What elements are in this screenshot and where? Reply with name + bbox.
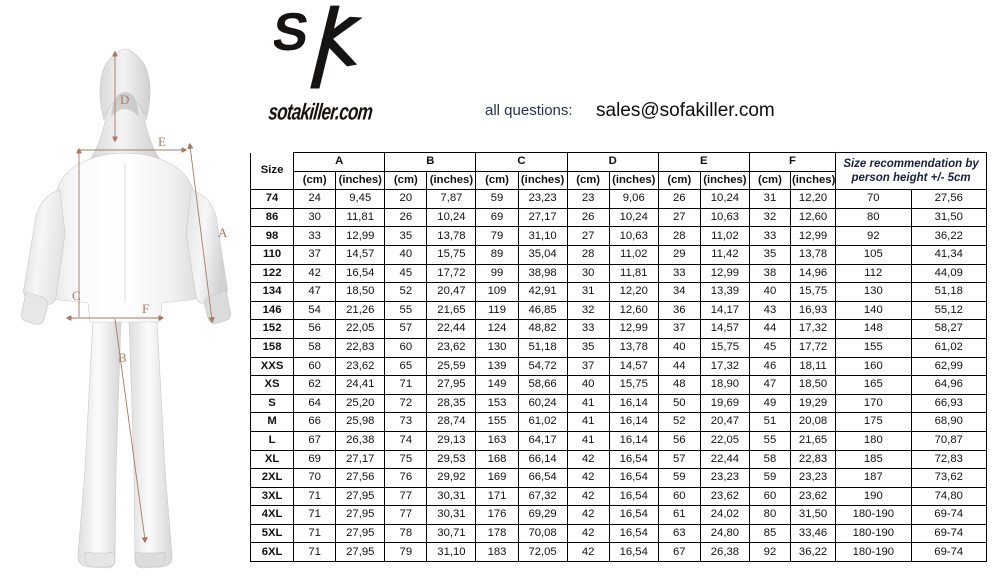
svg-text:E: E: [158, 134, 166, 149]
svg-text:F: F: [142, 301, 149, 316]
svg-text:C: C: [72, 288, 81, 303]
svg-text:S: S: [274, 2, 313, 62]
svg-text:B: B: [118, 350, 127, 365]
svg-text:A: A: [218, 225, 228, 240]
svg-text:D: D: [120, 92, 129, 107]
